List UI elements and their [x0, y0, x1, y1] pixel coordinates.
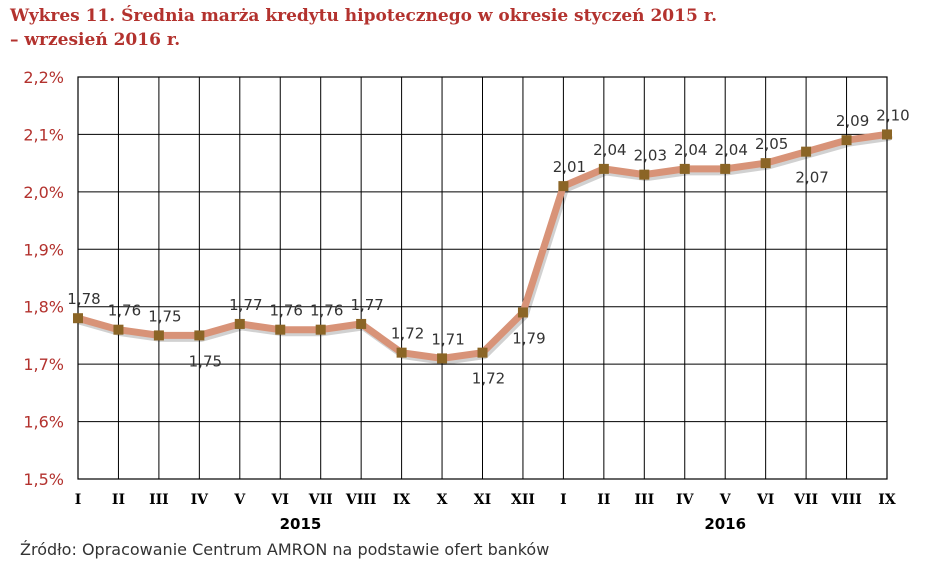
- x-tick-label: IV: [191, 492, 210, 508]
- data-point-marker: [558, 181, 569, 192]
- data-label: 1,72: [391, 325, 424, 343]
- data-label: 1,76: [270, 302, 303, 320]
- x-tick-label: XII: [511, 492, 535, 508]
- line-chart: 1,5%1,6%1,7%1,8%1,9%2,0%2,1%2,2%I II III IV…: [23, 68, 909, 533]
- data-point-marker: [477, 347, 488, 358]
- source-note: Źródło: Opracowanie Centrum AMRON na pod…: [20, 540, 550, 559]
- data-point-marker: [720, 163, 731, 174]
- x-tick-label: VI: [271, 492, 289, 508]
- data-label: 1,75: [148, 307, 181, 325]
- x-tick-label: X: [437, 492, 448, 508]
- data-point-marker: [73, 313, 83, 324]
- data-label: 1,77: [229, 296, 262, 314]
- x-year-label: 2016: [704, 515, 746, 533]
- data-label: 2,04: [674, 141, 707, 159]
- data-label: 2,04: [593, 141, 626, 159]
- data-label: 1,71: [431, 330, 464, 348]
- data-point-marker: [841, 135, 852, 146]
- data-point-marker: [437, 353, 448, 364]
- data-label: 1,76: [108, 302, 141, 320]
- y-tick-label: 1,5%: [23, 470, 64, 489]
- x-tick-label: VI: [756, 492, 774, 508]
- y-tick-label: 2,2%: [23, 68, 64, 87]
- data-point-marker: [113, 324, 124, 335]
- data-point-marker: [153, 330, 164, 341]
- data-point-marker: [679, 163, 690, 174]
- data-label: 1,79: [512, 329, 545, 347]
- y-tick-label: 1,9%: [23, 240, 64, 259]
- data-point-marker: [315, 324, 326, 335]
- y-tick-label: 1,6%: [23, 413, 64, 432]
- data-label: 1,76: [310, 302, 343, 320]
- x-tick-label: I: [75, 492, 82, 508]
- data-label: 2,09: [836, 112, 869, 130]
- data-point-marker: [396, 347, 407, 358]
- x-year-label: 2015: [280, 515, 322, 533]
- data-label: 2,03: [634, 147, 667, 165]
- data-point-marker: [234, 318, 245, 329]
- x-tick-label: III: [634, 492, 654, 508]
- data-point-marker: [639, 169, 650, 180]
- x-tick-label: V: [233, 492, 246, 508]
- y-tick-label: 1,7%: [23, 355, 64, 374]
- x-tick-label: V: [719, 492, 732, 508]
- chart-title-line-1: Wykres 11. Średnia marża kredytu hipotec…: [10, 6, 718, 26]
- data-point-marker: [356, 318, 367, 329]
- x-tick-label: IV: [676, 492, 695, 508]
- data-label: 2,04: [714, 141, 747, 159]
- data-point-marker: [882, 129, 892, 140]
- data-label: 2,07: [795, 169, 828, 187]
- y-tick-label: 1,8%: [23, 298, 64, 317]
- data-label: 1,77: [350, 296, 383, 314]
- data-label: 1,75: [189, 352, 222, 370]
- x-tick-label: VII: [308, 492, 333, 508]
- data-point-marker: [194, 330, 205, 341]
- x-tick-label: III: [149, 492, 169, 508]
- x-tick-label: II: [597, 492, 610, 508]
- x-tick-label: VIII: [345, 492, 377, 508]
- x-tick-label: VII: [793, 492, 818, 508]
- data-point-marker: [517, 307, 528, 318]
- data-point-marker: [598, 163, 609, 174]
- x-tick-label: VIII: [830, 492, 862, 508]
- x-tick-label: I: [560, 492, 567, 508]
- x-tick-label: IX: [878, 492, 896, 508]
- data-point-marker: [801, 146, 812, 157]
- data-point-marker: [760, 158, 771, 169]
- data-label: 1,72: [472, 370, 505, 388]
- data-label: 2,05: [755, 135, 788, 153]
- y-tick-label: 2,0%: [23, 183, 64, 202]
- x-tick-label: XI: [474, 492, 491, 508]
- data-label: 2,01: [553, 158, 586, 176]
- data-label: 1,78: [67, 290, 100, 308]
- chart-title: Wykres 11. Średnia marża kredytu hipotec…: [10, 4, 910, 52]
- x-tick-label: IX: [393, 492, 411, 508]
- data-label: 2,10: [876, 106, 909, 124]
- data-point-marker: [275, 324, 286, 335]
- chart-title-line-2: – wrzesień 2016 r.: [10, 30, 181, 50]
- y-tick-label: 2,1%: [23, 125, 64, 144]
- x-tick-label: II: [112, 492, 125, 508]
